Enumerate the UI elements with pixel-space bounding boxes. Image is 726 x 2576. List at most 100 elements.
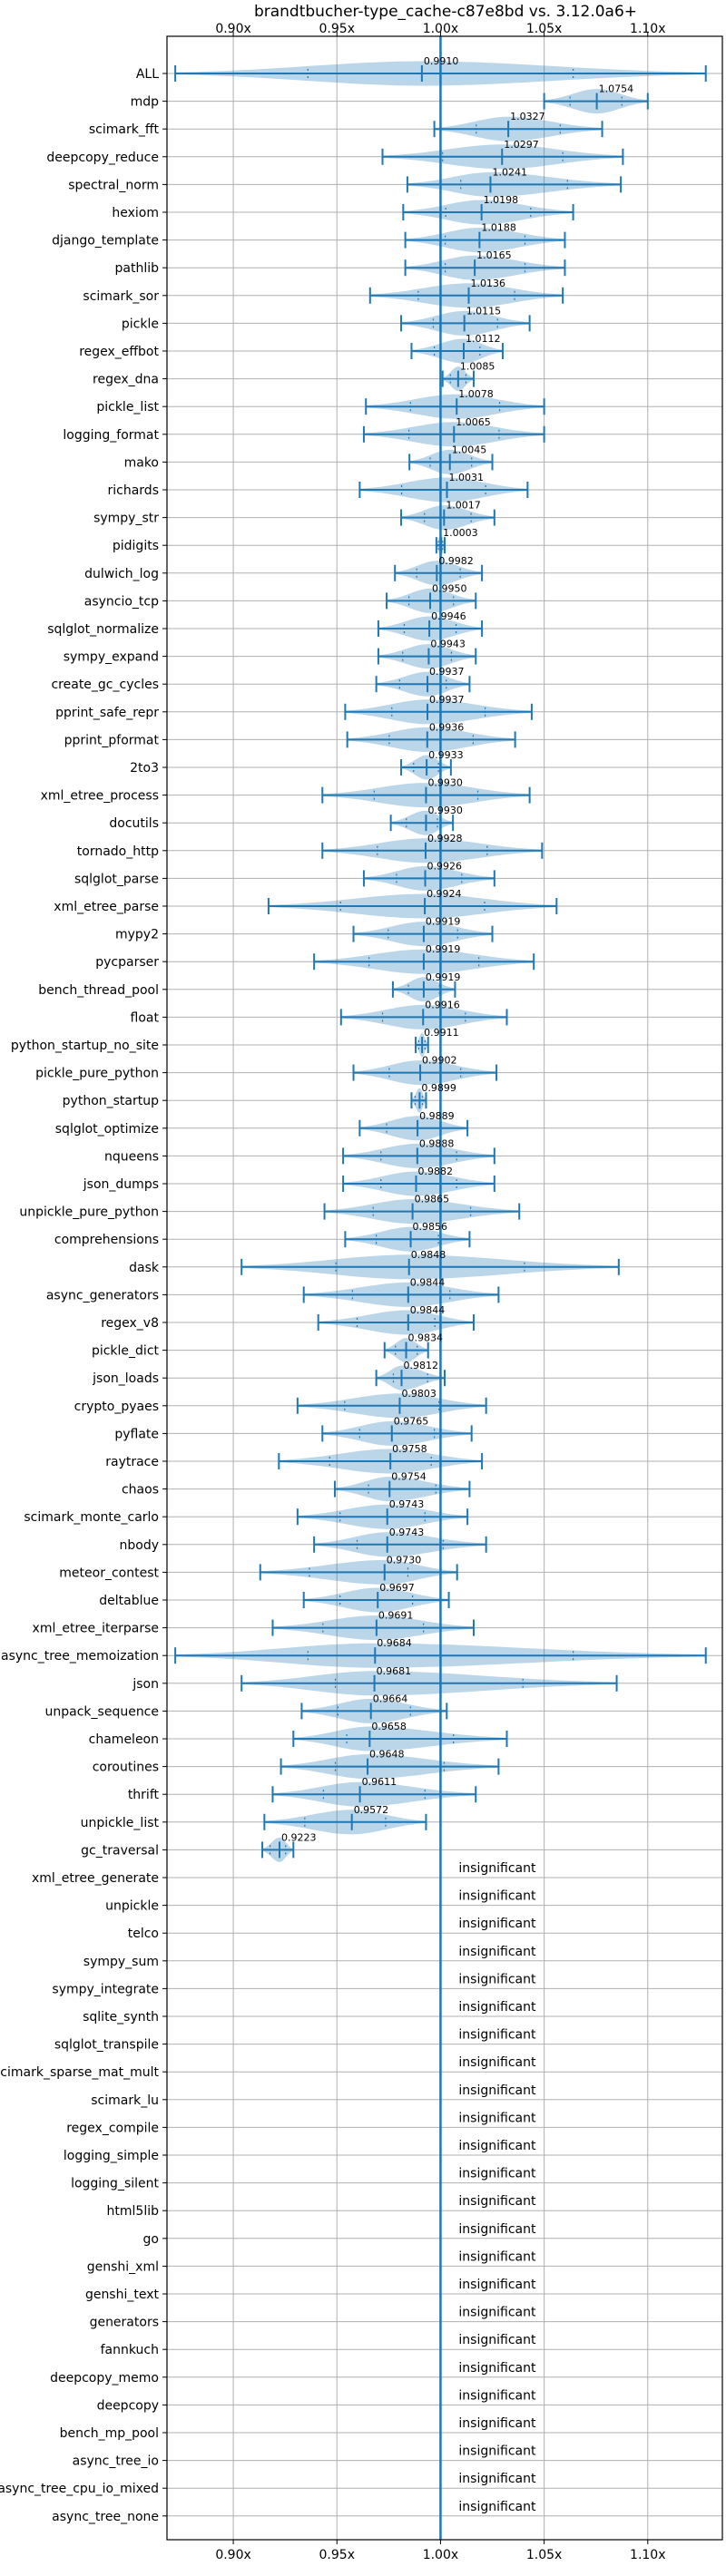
violin-layer [174, 36, 707, 2540]
y-tick-label: scimark_fft [89, 122, 160, 137]
value-label: 0.9691 [378, 1610, 414, 1622]
y-tick-label: create_gc_cycles [51, 678, 159, 692]
y-tick-label: dulwich_log [84, 567, 159, 581]
value-label: 1.0198 [484, 194, 519, 206]
x-tick-label-top: 1.10x [630, 22, 665, 36]
y-tick-label: deepcopy_reduce [46, 151, 159, 165]
y-tick-label: pickle_pure_python [35, 1067, 159, 1081]
insignificant-label: insignificant [458, 1917, 536, 1931]
y-tick-label: scimark_lu [91, 2093, 159, 2108]
value-label: 1.0031 [449, 472, 485, 483]
value-label: 1.0085 [460, 361, 495, 373]
value-label: 0.9928 [427, 833, 463, 844]
y-tick-label: float [131, 1010, 160, 1025]
value-label: 0.9930 [427, 777, 463, 789]
value-label: 0.9982 [438, 555, 474, 567]
y-tick-label: hexiom [112, 206, 159, 220]
y-tick-label: deltablue [99, 1594, 159, 1608]
y-tick-label: 2to3 [130, 761, 159, 776]
y-tick-label: fannkuch [101, 2343, 159, 2357]
y-tick-label: regex_effbot [79, 345, 159, 359]
y-tick-label: regex_v8 [101, 1316, 159, 1331]
value-label: 0.9930 [427, 805, 463, 816]
y-tick-label: logging_simple [64, 2149, 159, 2163]
value-label: 0.9916 [425, 999, 460, 1010]
insignificant-label: insignificant [458, 2222, 536, 2237]
value-label: 0.9919 [426, 916, 461, 928]
y-tick-label: sympy_integrate [52, 1982, 159, 1996]
value-label: 0.9844 [410, 1304, 446, 1316]
value-label: 0.9758 [392, 1443, 427, 1455]
value-label: 0.9848 [411, 1249, 446, 1261]
value-label: 0.9910 [424, 55, 459, 67]
insignificant-label: insignificant [458, 2055, 536, 2070]
value-label: 0.9611 [362, 1776, 397, 1788]
y-tick-label: logging_silent [71, 2177, 159, 2191]
y-tick-label: bench_thread_pool [38, 983, 159, 998]
y-tick-label: pyflate [114, 1427, 159, 1441]
y-tick-label: pidigits [113, 539, 159, 553]
y-tick-label: pickle_dict [92, 1344, 160, 1359]
value-label: 0.9950 [432, 582, 466, 594]
insignificant-label: insignificant [458, 2000, 536, 2015]
y-tick-label: scimark_monte_carlo [24, 1510, 159, 1525]
value-label: 1.0754 [599, 83, 634, 95]
insignificant-label: insignificant [458, 2333, 536, 2347]
value-label: 0.9899 [421, 1082, 456, 1094]
y-tick-label: unpack_sequence [45, 1704, 159, 1719]
y-tick-label: async_tree_memoization [1, 1649, 159, 1664]
y-tick-label: sqlglot_parse [74, 872, 159, 886]
y-tick-label: telco [128, 1927, 159, 1941]
value-label: 1.0003 [443, 527, 478, 539]
value-label: 0.9658 [371, 1721, 407, 1732]
x-tick-label-bottom: 0.95x [319, 2548, 355, 2562]
insignificant-label: insignificant [458, 2278, 536, 2292]
y-tick-label: comprehensions [54, 1233, 159, 1247]
y-tick-label: sqlglot_optimize [55, 1122, 159, 1137]
insignificant-label: insignificant [458, 1945, 536, 1959]
y-tick-label: async_generators [46, 1288, 159, 1303]
value-label: 0.9888 [419, 1137, 455, 1149]
chart-title: brandtbucher-type_cache-c87e8bd vs. 3.12… [254, 3, 637, 21]
y-tick-label: json_dumps [83, 1177, 159, 1192]
y-tick-label: xml_etree_generate [32, 1871, 159, 1886]
value-label: 0.9681 [377, 1665, 412, 1677]
y-tick-label: sqlite_synth [83, 2010, 159, 2025]
y-tick-label: asyncio_tcp [84, 594, 159, 609]
insignificant-label: insignificant [458, 2111, 536, 2125]
y-tick-label: pprint_pformat [64, 733, 160, 747]
y-tick-label: pathlib [115, 261, 160, 276]
value-label: 0.9924 [427, 888, 462, 900]
y-tick-label: ALL [136, 67, 159, 82]
y-tick-label: logging_format [63, 428, 159, 443]
y-tick-label: richards [108, 483, 160, 498]
x-tick-label-bottom: 1.10x [630, 2548, 665, 2562]
y-tick-label: genshi_xml [87, 2259, 159, 2274]
x-tick-label-bottom: 1.00x [423, 2548, 458, 2562]
y-tick-label: mdp [131, 95, 160, 110]
value-label: 0.9765 [394, 1415, 429, 1427]
y-tick-label: nbody [120, 1538, 160, 1553]
insignificant-label: insignificant [458, 2167, 536, 2181]
value-label: 0.9834 [408, 1332, 444, 1344]
value-label: 0.9926 [427, 860, 463, 872]
insignificant-label: insignificant [458, 1972, 536, 1986]
value-label: 0.9223 [281, 1831, 317, 1843]
y-tick-label: sqlglot_normalize [47, 622, 159, 637]
y-tick-label: bench_mp_pool [60, 2426, 159, 2441]
y-tick-label: html5lib [107, 2204, 160, 2219]
value-label: 0.9856 [413, 1221, 448, 1233]
x-tick-label-top: 1.05x [526, 22, 562, 36]
y-tick-label: sympy_expand [64, 650, 159, 665]
insignificant-label: insignificant [458, 1889, 536, 1904]
y-tick-label: regex_dna [93, 373, 159, 387]
y-tick-label: docutils [109, 816, 159, 831]
value-label: 0.9648 [369, 1749, 405, 1761]
y-tick-label: genshi_text [85, 2288, 160, 2302]
y-tick-label: coroutines [93, 1761, 159, 1775]
y-tick-label: chaos [122, 1483, 159, 1498]
y-tick-label: unpickle_list [81, 1816, 160, 1830]
insignificant-label: insignificant [458, 1861, 536, 1876]
insignificant-label: insignificant [458, 2083, 536, 2098]
y-tick-label: raytrace [105, 1455, 159, 1469]
